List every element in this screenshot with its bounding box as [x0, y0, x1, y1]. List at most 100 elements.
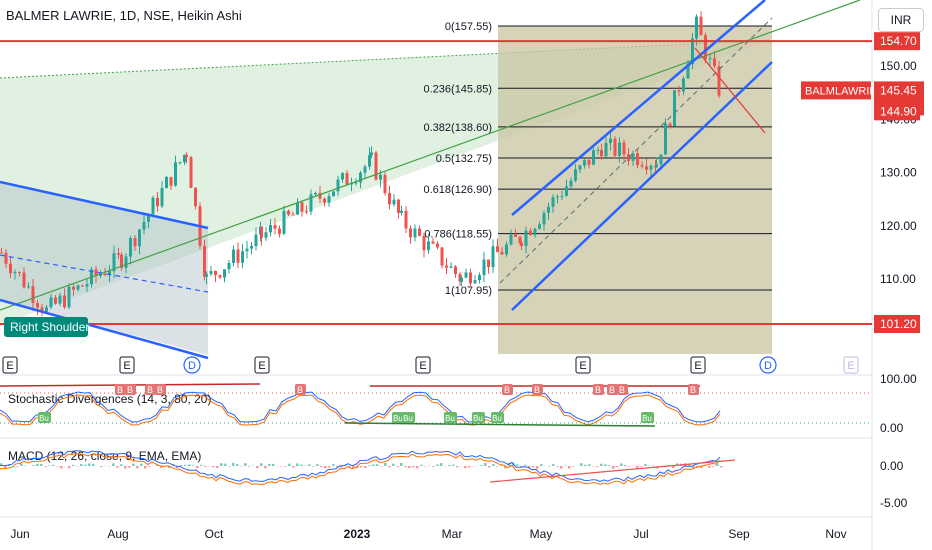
earnings-marker[interactable] [119, 356, 135, 374]
channel-upper-left[interactable] [0, 180, 209, 230]
last-price-label: 145.45 [880, 83, 917, 97]
macd-histogram-bar [464, 466, 467, 469]
earnings-marker[interactable] [254, 356, 270, 374]
fib-level-label: 1(107.95) [445, 285, 492, 297]
candle-body [314, 192, 317, 195]
macd-histogram-bar [720, 466, 723, 468]
channel-lower[interactable] [511, 61, 773, 311]
fib-level-label: 0.5(132.75) [436, 153, 492, 165]
candle-body [103, 273, 107, 276]
macd-histogram-bar [644, 464, 647, 466]
candle-body [618, 142, 621, 156]
macd-histogram-bar [552, 464, 555, 466]
candle-body [245, 248, 249, 252]
candle-body [445, 265, 448, 268]
channel-mid [499, 17, 773, 284]
drawing-overlays[interactable]: Right Shoulder E E D E E E E D E [0, 0, 872, 374]
earnings-marker[interactable] [415, 356, 431, 374]
prev-price-badge-label: 144.90 [880, 104, 917, 118]
candle-body [370, 152, 373, 156]
macd-histogram-bar [456, 466, 459, 468]
price-axis[interactable]: 150.00140.00130.00120.00110.00154.70BALM… [801, 32, 924, 510]
bear-tag-label: B [609, 385, 615, 395]
bear-tag-label: B [157, 385, 163, 395]
macd-histogram-bar [516, 464, 519, 466]
time-axis[interactable]: Jun Aug Oct 2023 Mar May Jul Sep Nov [10, 527, 846, 541]
earnings-marker-label: E [6, 360, 13, 372]
channel-lower-left[interactable] [0, 298, 209, 360]
candle-body [31, 286, 35, 304]
candle-body [350, 183, 353, 185]
bull-tag [641, 412, 654, 423]
macd-histogram-bar [492, 464, 495, 466]
decline-line[interactable] [694, 47, 766, 134]
macd-histogram-bar [500, 465, 503, 466]
macd-histogram-bar [560, 466, 563, 469]
candle-body [449, 266, 453, 268]
macd-histogram-bar [156, 464, 159, 466]
dividend-marker[interactable] [183, 356, 201, 374]
stoch-d-line [0, 394, 721, 426]
macd-histogram-bar [620, 463, 623, 466]
candle-body [13, 271, 17, 274]
macd-histogram-bar [416, 466, 419, 469]
time-tick: Sep [728, 527, 750, 541]
earnings-marker[interactable] [843, 356, 859, 374]
candle-body [645, 166, 648, 170]
level-badge[interactable] [874, 32, 920, 51]
macd-histogram-bar [716, 463, 719, 466]
macd-histogram-bar [52, 464, 55, 466]
macd-histogram-bar [68, 466, 71, 469]
bull-tag [472, 412, 485, 423]
candle-body [604, 143, 608, 157]
currency-button[interactable]: INR [878, 8, 924, 32]
macd-histogram-bar [360, 466, 363, 468]
right-shoulder-tag[interactable] [4, 317, 88, 337]
support-badge[interactable] [874, 315, 920, 333]
ticker-badge[interactable] [801, 81, 871, 100]
earnings-marker[interactable] [2, 356, 18, 374]
macd-histogram-bar [588, 464, 591, 466]
prev-price-badge[interactable] [874, 102, 920, 121]
macd-histogram-bar [184, 464, 187, 466]
candle-body [138, 229, 141, 247]
macd-histogram-bar [480, 465, 483, 466]
channel-upper[interactable] [511, 0, 766, 216]
candle-body [587, 159, 591, 165]
bear-tag-label: B [595, 385, 601, 395]
candle-body [40, 307, 44, 312]
macd-histogram-bar [356, 466, 359, 469]
dividend-marker-label: D [188, 360, 196, 372]
macd-histogram-bar [564, 465, 567, 466]
candle-body [636, 153, 639, 166]
candle-body [156, 197, 159, 207]
dividend-marker-label: D [764, 360, 772, 372]
candle-body [529, 230, 532, 236]
candle-body [379, 174, 382, 180]
candle-body [269, 225, 272, 233]
macd-histogram-bar [168, 466, 171, 469]
candle-body [218, 275, 222, 278]
macd-histogram-bar [140, 463, 143, 466]
candle-body [500, 252, 504, 255]
candle-body [185, 154, 188, 158]
candle-body [241, 251, 244, 263]
candle-body [260, 226, 263, 238]
bear-tag-label: B [297, 385, 303, 395]
candle-body [460, 277, 463, 282]
earnings-marker[interactable] [575, 356, 591, 374]
dividend-marker[interactable] [759, 356, 777, 374]
macd-histogram-bar [612, 466, 615, 469]
candle-body [454, 266, 457, 275]
earnings-marker[interactable] [690, 356, 706, 374]
stoch-tick: 0.00 [880, 421, 904, 435]
green-trendline[interactable] [0, 0, 861, 311]
time-tick: Oct [205, 527, 224, 541]
macd-histogram-bar [196, 466, 199, 469]
candle-body [94, 269, 98, 276]
candle-body [551, 197, 555, 207]
candle-body [305, 211, 308, 213]
macd-histogram-bar [220, 463, 223, 466]
left-channel-box [0, 182, 208, 355]
